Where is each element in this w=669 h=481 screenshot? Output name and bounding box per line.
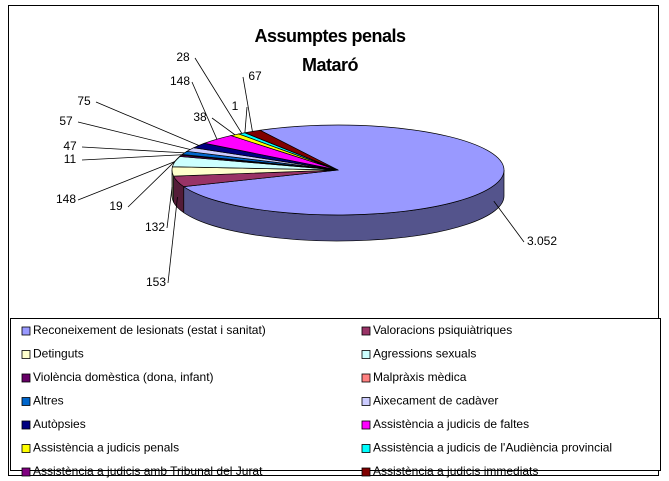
leader-line [81,154,182,161]
chart-title: Assumptes penals [254,26,406,46]
legend-label: Autòpsies [33,417,86,431]
legend-swatch [361,326,371,336]
leader-line [194,57,243,134]
legend-label: Valoracions psiquiàtriques [373,323,512,337]
legend-swatch [21,326,31,336]
leader-line [77,121,191,150]
leader-line [493,200,525,243]
legend-swatch [361,444,371,453]
legend-swatch [361,467,371,477]
legend-label: Assistència a judicis de l'Audiència pro… [373,441,612,455]
data-label: 75 [77,94,91,108]
legend-label: Assistència a judicis de faltes [373,417,529,431]
leader-line [95,101,200,146]
slice [182,124,505,216]
data-label: 57 [59,114,73,128]
leader-line [242,76,253,132]
legend-label: Aixecament de cadàver [373,394,498,408]
legend-label: Reconeixement de lesionats (estat i sani… [33,323,266,337]
leader-line [166,186,173,229]
leader-line [244,106,248,133]
legend-swatch [21,420,31,430]
data-label: 1 [232,99,239,113]
data-label: 67 [248,69,262,83]
data-label: 38 [193,110,207,124]
legend-label: Agressions sexuals [373,347,476,361]
leader-line [191,81,218,140]
legend-label: Altres [33,394,64,408]
data-label: 19 [109,199,123,213]
data-label: 153 [146,275,166,289]
legend-swatch [21,467,31,477]
data-label: 148 [170,74,190,88]
chart-subtitle: Mataró [302,55,359,75]
leader-line [127,155,181,208]
data-label: 28 [176,50,190,64]
legend-swatch [21,373,31,383]
data-label: 11 [64,152,77,166]
legend-label: Assistència a judicis penals [33,441,179,455]
data-label: 132 [145,220,165,234]
legend-swatch [361,350,371,359]
legend-box [10,318,661,471]
legend-swatch [361,373,371,383]
legend-label: Malpràxis mèdica [373,370,467,384]
leader-line [167,197,178,284]
legend-swatch [361,420,371,430]
legend-label: Assistència a judicis amb Tribunal del J… [33,464,263,478]
data-label: 47 [63,139,77,153]
legend-swatch [21,397,31,406]
legend-swatch [21,350,31,359]
legend-label: Detinguts [33,347,84,361]
legend-swatch [21,444,31,453]
leader-line [81,146,185,154]
legend-label: Violència domèstica (dona, infant) [33,370,214,384]
legend-swatch [361,397,371,406]
legend-label: Assistència a judicis immediats [373,464,538,478]
leader-line [211,117,236,136]
leader-line [77,161,176,201]
data-label: 3.052 [527,234,557,248]
data-label: 148 [56,192,76,206]
